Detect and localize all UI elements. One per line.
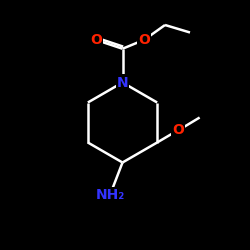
Text: N: N [117,76,128,90]
Text: O: O [138,33,150,47]
Text: NH₂: NH₂ [96,188,125,202]
Text: O: O [172,123,184,137]
Text: O: O [90,33,102,47]
